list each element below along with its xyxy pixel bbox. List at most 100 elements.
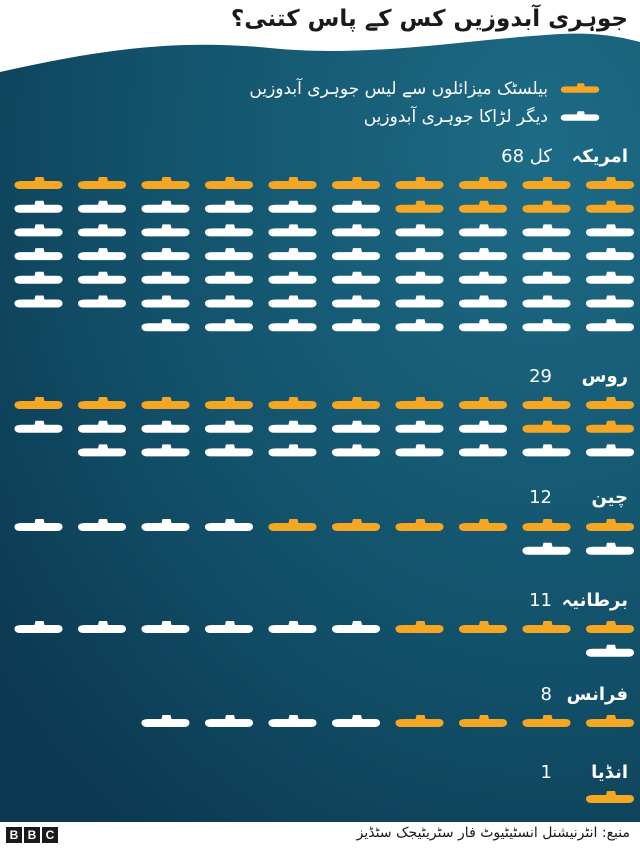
submarine-hull — [268, 177, 317, 189]
ballistic-submarine-icon — [395, 397, 444, 409]
submarine-hull — [586, 248, 634, 261]
legend-attack-label: دیگر لڑاکا جوہری آبدوزیں — [363, 106, 548, 127]
ballistic-submarine-icon — [586, 397, 634, 409]
attack-submarine-icon — [332, 621, 380, 633]
submarine-hull — [459, 177, 507, 189]
submarine-hull — [395, 319, 444, 332]
submarine-hull — [395, 420, 444, 433]
submarine-hull — [268, 715, 317, 727]
submarine-hull — [395, 519, 444, 531]
submarine-hull — [78, 295, 126, 308]
submarine-hull — [459, 319, 507, 332]
submarine-hull — [78, 271, 126, 284]
attack-submarine-icon — [522, 224, 571, 237]
submarine-hull — [78, 444, 126, 457]
attack-submarine-icon — [205, 319, 253, 332]
attack-submarine-icon — [205, 200, 253, 213]
attack-submarine-icon — [459, 444, 507, 457]
submarine-hull — [205, 397, 253, 409]
submarine-hull — [586, 397, 634, 409]
attack-submarine-icon — [522, 248, 571, 261]
submarine-hull — [586, 295, 634, 308]
submarine-hull — [205, 444, 253, 457]
attack-submarine-icon — [141, 444, 190, 457]
attack-submarine-icon — [459, 271, 507, 284]
attack-submarine-icon — [586, 248, 634, 261]
attack-submarine-icon — [459, 224, 507, 237]
submarine-hull — [395, 248, 444, 261]
submarine-hull — [205, 271, 253, 284]
ballistic-submarine-icon — [395, 200, 444, 213]
ballistic-submarine-icon — [268, 397, 317, 409]
submarine-hull — [78, 397, 126, 409]
ballistic-submarine-icon — [522, 200, 571, 213]
attack-submarine-icon — [78, 420, 126, 433]
country-count: 8 — [540, 684, 552, 705]
submarine-hull — [459, 295, 507, 308]
submarine-hull — [78, 224, 126, 237]
ballistic-submarine-icon — [586, 715, 634, 727]
submarine-hull — [522, 420, 571, 433]
ballistic-submarine-icon — [205, 177, 253, 189]
country-count: کل 68 — [501, 146, 552, 167]
submarine-hull — [332, 519, 380, 531]
attack-submarine-icon — [205, 519, 253, 531]
attack-submarine-icon — [268, 271, 317, 284]
ballistic-submarine-icon — [332, 519, 380, 531]
attack-submarine-icon — [332, 248, 380, 261]
attack-submarine-icon — [14, 224, 63, 237]
submarine-hull — [141, 444, 190, 457]
submarine-hull — [205, 319, 253, 332]
country-count: 29 — [529, 366, 552, 387]
attack-submarine-icon — [395, 444, 444, 457]
submarine-hull — [141, 319, 190, 332]
attack-submarine-icon — [14, 295, 63, 308]
submarine-hull — [459, 444, 507, 457]
ballistic-submarine-icon — [459, 177, 507, 189]
attack-submarine-icon — [586, 542, 634, 555]
attack-submarine-icon — [268, 420, 317, 433]
attack-submarine-icon — [205, 248, 253, 261]
submarine-hull — [395, 397, 444, 409]
submarine-hull — [395, 200, 444, 213]
attack-submarine-icon — [78, 621, 126, 633]
submarine-hull — [205, 248, 253, 261]
attack-submarine-icon — [78, 224, 126, 237]
submarine-hull — [586, 177, 634, 189]
submarine-hull — [205, 420, 253, 433]
submarine-hull — [459, 271, 507, 284]
submarine-hull — [268, 621, 317, 633]
submarine-hull — [586, 621, 634, 633]
submarine-hull — [205, 621, 253, 633]
submarine-hull — [78, 248, 126, 261]
attack-submarine-icon — [78, 200, 126, 213]
submarine-hull — [332, 248, 380, 261]
submarine-hull — [14, 271, 63, 284]
ballistic-submarine-icon — [332, 397, 380, 409]
submarine-hull — [268, 271, 317, 284]
attack-submarine-icon — [395, 295, 444, 308]
submarine-hull — [459, 248, 507, 261]
attack-submarine-icon — [205, 271, 253, 284]
ballistic-submarine-icon — [522, 397, 571, 409]
attack-submarine-icon — [332, 224, 380, 237]
submarine-hull — [586, 444, 634, 457]
submarine-hull — [14, 200, 63, 213]
submarine-hull — [332, 295, 380, 308]
ballistic-submarine-icon — [141, 397, 190, 409]
ballistic-submarine-icon — [268, 177, 317, 189]
submarine-hull — [78, 621, 126, 633]
submarine-hull — [522, 519, 571, 531]
submarine-hull — [586, 200, 634, 213]
bbc-logo-letter: C — [42, 827, 58, 843]
total-prefix: کل — [524, 146, 552, 167]
attack-submarine-icon — [459, 420, 507, 433]
submarine-hull — [522, 248, 571, 261]
submarine-hull — [141, 200, 190, 213]
attack-submarine-icon — [78, 519, 126, 531]
ballistic-submarine-icon — [395, 715, 444, 727]
submarine-hull — [268, 444, 317, 457]
submarine-hull — [395, 715, 444, 727]
submarine-hull — [395, 295, 444, 308]
submarine-hull — [459, 420, 507, 433]
